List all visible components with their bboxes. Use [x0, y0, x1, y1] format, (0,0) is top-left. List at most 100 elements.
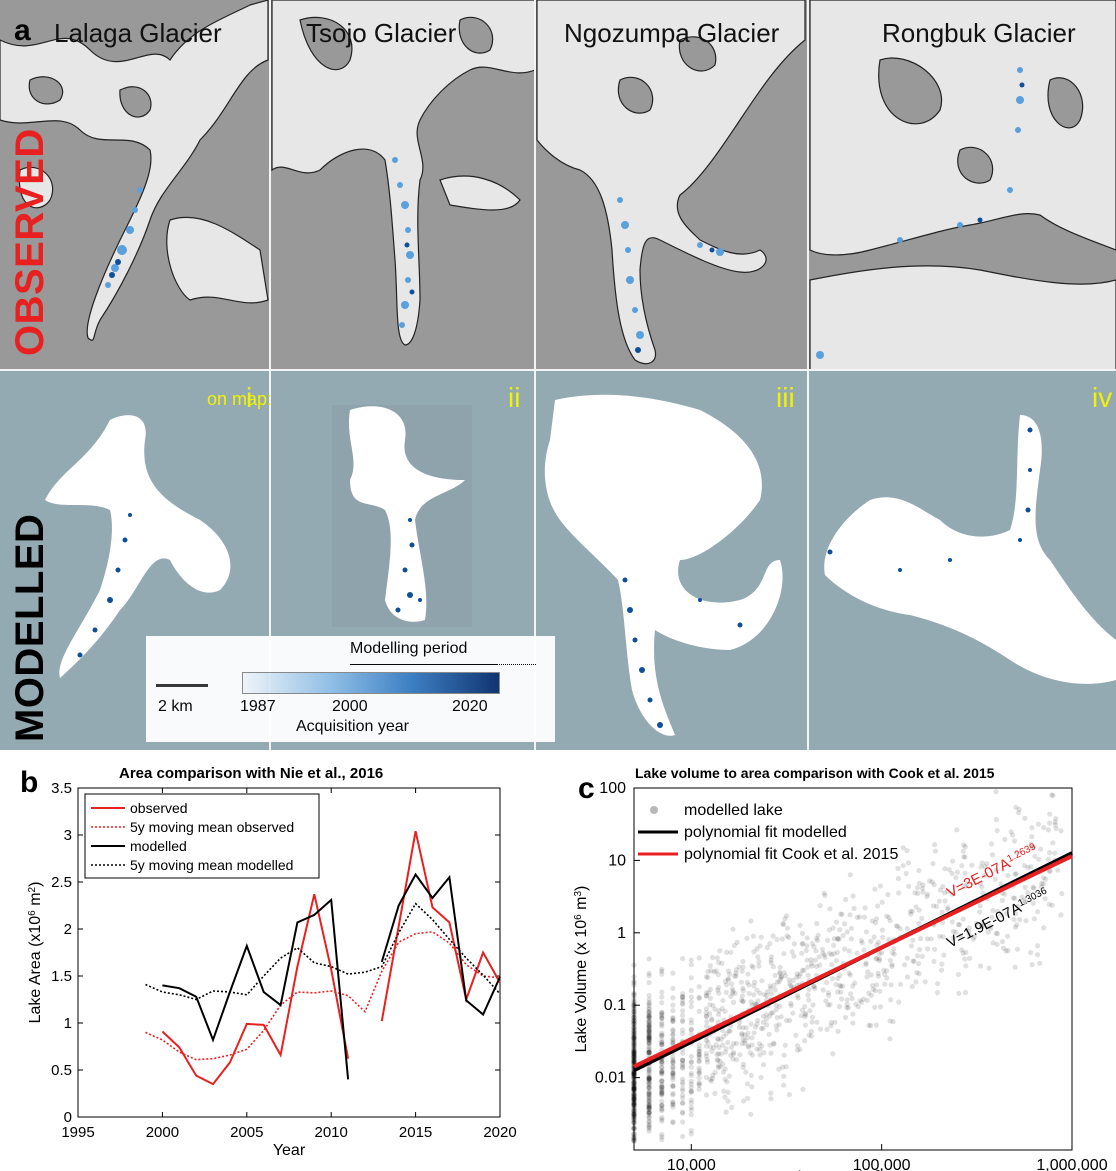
scatter-point: [646, 1076, 652, 1082]
scatter-point: [793, 1032, 799, 1038]
scatter-point: [688, 994, 694, 1000]
scatter-point: [1052, 819, 1058, 825]
scatter-point: [930, 903, 937, 909]
scatter-point: [949, 919, 955, 925]
scatter-point: [646, 1011, 652, 1018]
scatter-point: [835, 975, 841, 982]
scatter-point: [646, 1126, 652, 1132]
scatter-point: [945, 906, 951, 912]
scatter-point: [740, 1037, 746, 1043]
scatter-point: [777, 971, 783, 977]
scatter-point: [864, 997, 870, 1003]
scatter-point: [934, 903, 940, 909]
scatter-point: [939, 909, 945, 915]
scatter-point: [953, 929, 959, 935]
scatter-point: [631, 1019, 637, 1026]
scatter-point: [924, 894, 930, 900]
observed-glaciers: [0, 0, 1116, 371]
scatter-point: [631, 1057, 637, 1063]
scatter-point: [851, 905, 857, 911]
scatter-point: [861, 996, 867, 1002]
scatter-point: [646, 1110, 652, 1117]
scatter-point: [1053, 816, 1059, 822]
scatter-point: [646, 1050, 652, 1056]
scatter-point: [1047, 811, 1053, 817]
scatter-point: [631, 1112, 637, 1118]
scatter-point: [631, 1035, 637, 1041]
scatter-point: [887, 918, 893, 924]
scatter-point: [631, 1097, 637, 1103]
scatter-point: [848, 936, 854, 942]
scatter-point: [670, 1057, 676, 1063]
scatter-point: [680, 1109, 686, 1115]
scatter-point: [719, 960, 725, 966]
scatter-point: [646, 1090, 652, 1097]
scatter-point: [712, 1069, 718, 1075]
scatter-point: [764, 992, 770, 998]
scatter-point: [707, 986, 713, 992]
legend-label: modelled lake: [684, 802, 783, 819]
scatter-point: [670, 1016, 676, 1022]
scatter-point: [646, 1109, 652, 1115]
scatter-point: [1038, 846, 1044, 852]
scatter-point: [1022, 884, 1028, 890]
scatter-point: [659, 1089, 665, 1095]
scatter-point: [955, 921, 961, 927]
scatter-point: [696, 1048, 702, 1054]
scatter-point: [746, 982, 752, 988]
legend-label: polynomial fit modelled: [684, 824, 847, 841]
scatter-point: [773, 1002, 779, 1008]
scatter-point: [739, 993, 746, 999]
scatter-point: [646, 1105, 652, 1111]
scatter-point: [670, 1037, 676, 1043]
scatter-point: [757, 1046, 763, 1052]
scatter-point: [746, 1043, 752, 1049]
scatter-point: [708, 1078, 714, 1084]
scatter-point: [631, 1017, 637, 1023]
scatter-point: [912, 890, 918, 896]
legend-label: modelled: [130, 838, 187, 854]
scatter-point: [688, 1017, 694, 1023]
scatter-point: [646, 1001, 652, 1007]
scatter-point: [1031, 844, 1037, 850]
scatter-point: [882, 981, 888, 987]
scatter-point: [806, 986, 812, 992]
scatter-point: [890, 949, 896, 956]
scatter-point: [631, 1107, 637, 1114]
scatter-point: [646, 997, 652, 1003]
scatter-point: [850, 1011, 856, 1017]
scatter-point: [696, 1053, 702, 1059]
scatter-point: [962, 870, 968, 876]
scatter-point: [709, 1016, 715, 1022]
scatter-point: [631, 1115, 637, 1121]
scatter-point: [631, 1051, 637, 1057]
scatter-point: [855, 1004, 861, 1010]
scatter-point: [670, 1002, 676, 1008]
scatter-point: [631, 1044, 637, 1050]
scatter-point: [659, 1108, 665, 1114]
scatter-point: [646, 1103, 652, 1109]
observed-row-label: OBSERVED: [8, 128, 52, 356]
scatter-point: [726, 971, 733, 977]
scatter-point: [688, 1064, 694, 1070]
scatter-point: [659, 1084, 665, 1091]
scatter-point: [962, 854, 968, 860]
scatter-point: [1030, 900, 1036, 906]
y-tick-label: 2: [64, 921, 72, 938]
scatter-point: [646, 1075, 652, 1081]
scatter-point: [646, 1028, 652, 1034]
scatter-point: [646, 1034, 652, 1040]
scatter-point: [680, 1008, 686, 1014]
scatter-point: [659, 1023, 665, 1029]
scatter-point: [795, 995, 801, 1001]
scatter-point: [703, 1038, 709, 1044]
scatter-point: [984, 861, 990, 867]
scatter-point: [740, 1064, 746, 1070]
scatter-point: [731, 942, 738, 948]
scatter-point: [631, 1086, 637, 1092]
scatter-point: [631, 1137, 637, 1143]
scatter-point: [896, 890, 902, 896]
scatter-point: [688, 1059, 694, 1066]
scatter-point: [895, 875, 901, 882]
scatter-point: [680, 1065, 686, 1071]
